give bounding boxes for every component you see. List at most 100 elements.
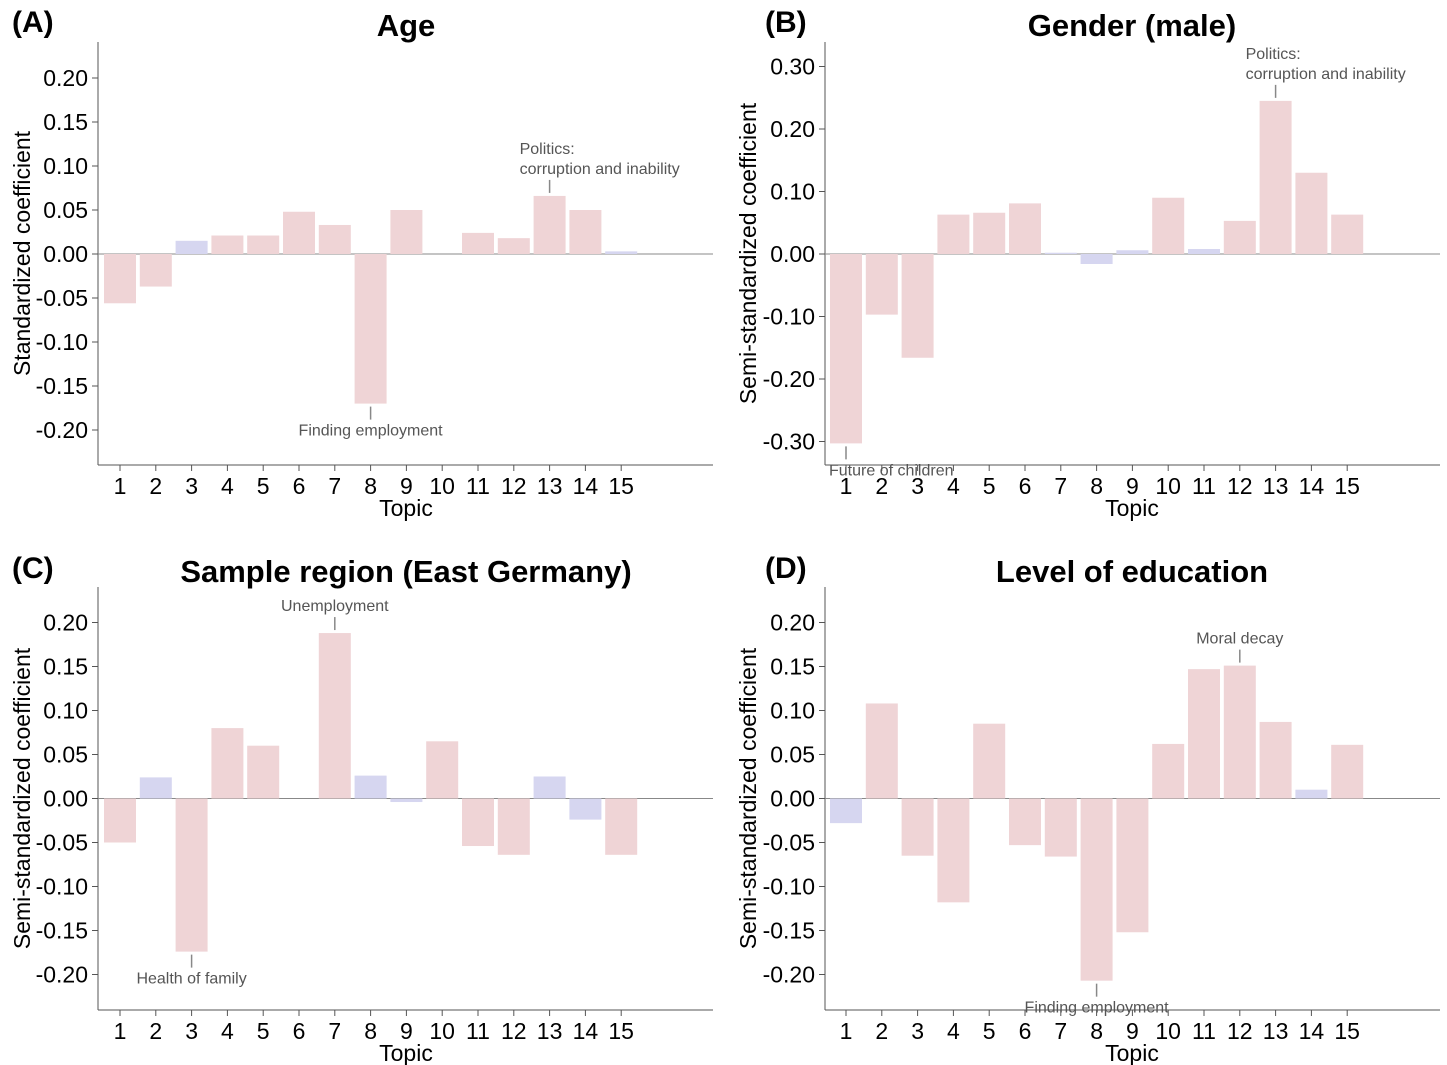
x-tick-label: 13 xyxy=(1263,473,1289,499)
y-tick-label: 0.20 xyxy=(770,116,815,142)
x-axis-label: Topic xyxy=(379,1040,433,1065)
y-tick-label: -0.20 xyxy=(36,962,88,988)
y-tick-label: -0.20 xyxy=(36,417,88,443)
x-tick-label: 14 xyxy=(573,473,599,499)
y-axis-label: Semi-standardized coefficient xyxy=(735,102,761,404)
bar-topic-8 xyxy=(1080,798,1113,981)
y-tick-label: -0.15 xyxy=(36,918,88,944)
y-tick-label: -0.10 xyxy=(36,874,88,900)
y-tick-label: 0.10 xyxy=(43,698,88,724)
bar-topic-6 xyxy=(1009,798,1041,846)
x-tick-label: 12 xyxy=(1227,1018,1253,1044)
annotation-label: Moral decay xyxy=(1196,631,1283,648)
x-axis-label: Topic xyxy=(1105,495,1159,521)
bar-topic-10 xyxy=(1152,197,1185,254)
y-tick-label: 0.10 xyxy=(770,179,815,205)
x-tick-label: 5 xyxy=(983,1018,996,1044)
y-tick-label: 0.20 xyxy=(43,65,88,91)
bar-topic-2 xyxy=(139,777,172,799)
bar-topic-3 xyxy=(901,254,934,358)
bar-topic-7 xyxy=(1044,252,1077,254)
bar-topic-14 xyxy=(569,798,602,820)
bar-topic-12 xyxy=(497,238,530,254)
x-tick-label: 5 xyxy=(257,1018,270,1044)
bar-topic-15 xyxy=(605,798,638,855)
x-tick-label: 1 xyxy=(114,1018,127,1044)
annotation-label: Finding employment xyxy=(299,423,444,440)
x-tick-label: 15 xyxy=(1334,473,1360,499)
x-tick-label: 6 xyxy=(293,1018,306,1044)
bar-topic-9 xyxy=(1116,250,1149,254)
annotation-label: Health of family xyxy=(136,971,246,988)
y-tick-label: 0.00 xyxy=(770,241,815,267)
x-tick-label: 9 xyxy=(1126,473,1139,499)
x-tick-label: 11 xyxy=(466,473,490,499)
x-tick-label: 5 xyxy=(257,473,270,499)
y-tick-label: -0.05 xyxy=(36,830,88,856)
bar-topic-6 xyxy=(283,211,315,254)
panel-letter: (D) xyxy=(765,552,807,585)
x-tick-label: 6 xyxy=(1019,473,1032,499)
y-tick-label: 0.15 xyxy=(43,109,88,135)
x-tick-label: 2 xyxy=(875,473,888,499)
x-tick-label: 12 xyxy=(1227,473,1253,499)
y-tick-label: 0.05 xyxy=(43,197,88,223)
x-tick-label: 10 xyxy=(1155,1018,1181,1044)
y-tick-label: -0.30 xyxy=(763,429,815,455)
x-tick-label: 6 xyxy=(1019,1018,1032,1044)
bar-topic-15 xyxy=(605,251,638,254)
x-tick-label: 10 xyxy=(429,1018,455,1044)
y-tick-label: 0.10 xyxy=(770,698,815,724)
bar-topic-14 xyxy=(1295,789,1328,799)
y-tick-label: -0.05 xyxy=(763,830,815,856)
bar-topic-4 xyxy=(937,214,970,254)
x-axis-label: Topic xyxy=(1105,1040,1159,1065)
bar-topic-1 xyxy=(104,254,136,304)
bar-topic-8 xyxy=(354,254,387,404)
x-tick-label: 14 xyxy=(573,1018,599,1044)
panel-title: Level of education xyxy=(996,554,1268,589)
bar-topic-5 xyxy=(247,745,280,799)
bar-topic-12 xyxy=(1223,665,1256,799)
panel-letter: (C) xyxy=(12,552,54,585)
y-tick-label: 0.15 xyxy=(43,654,88,680)
x-tick-label: 5 xyxy=(983,473,996,499)
x-tick-label: 14 xyxy=(1299,473,1325,499)
x-tick-label: 13 xyxy=(537,1018,563,1044)
x-tick-label: 15 xyxy=(608,473,634,499)
bar-topic-13 xyxy=(533,195,566,254)
bar-topic-7 xyxy=(318,224,351,254)
y-tick-label: -0.20 xyxy=(763,366,815,392)
bar-topic-15 xyxy=(1331,744,1364,799)
bar-topic-9 xyxy=(390,798,423,803)
x-tick-label: 4 xyxy=(221,1018,234,1044)
y-tick-label: 0.20 xyxy=(43,610,88,636)
x-tick-label: 1 xyxy=(840,473,853,499)
x-tick-label: 11 xyxy=(1192,473,1216,499)
bar-topic-1 xyxy=(830,254,862,444)
y-tick-label: -0.10 xyxy=(763,304,815,330)
x-tick-label: 11 xyxy=(466,1018,490,1044)
x-tick-label: 4 xyxy=(221,473,234,499)
bar-topic-4 xyxy=(211,235,244,254)
x-tick-label: 13 xyxy=(537,473,563,499)
bar-topic-1 xyxy=(830,798,862,824)
bar-topic-11 xyxy=(1188,249,1220,254)
annotation-label: corruption and inability xyxy=(1246,66,1406,83)
annotation-label: Unemployment xyxy=(281,598,389,615)
x-tick-label: 11 xyxy=(1192,1018,1216,1044)
x-tick-label: 12 xyxy=(501,1018,527,1044)
y-axis-label: Standardized coefficient xyxy=(9,130,35,376)
bar-topic-5 xyxy=(247,235,280,254)
bar-topic-8 xyxy=(354,775,387,799)
bar-topic-14 xyxy=(1295,172,1328,254)
x-tick-label: 13 xyxy=(1263,1018,1289,1044)
x-tick-label: 8 xyxy=(364,1018,377,1044)
bar-topic-6 xyxy=(1009,203,1041,254)
bar-topic-11 xyxy=(1188,669,1220,799)
bar-topic-13 xyxy=(1259,100,1292,254)
panel-title: Gender (male) xyxy=(1028,8,1236,43)
bar-topic-9 xyxy=(1116,798,1149,933)
x-tick-label: 7 xyxy=(1054,473,1067,499)
y-tick-label: -0.05 xyxy=(36,285,88,311)
